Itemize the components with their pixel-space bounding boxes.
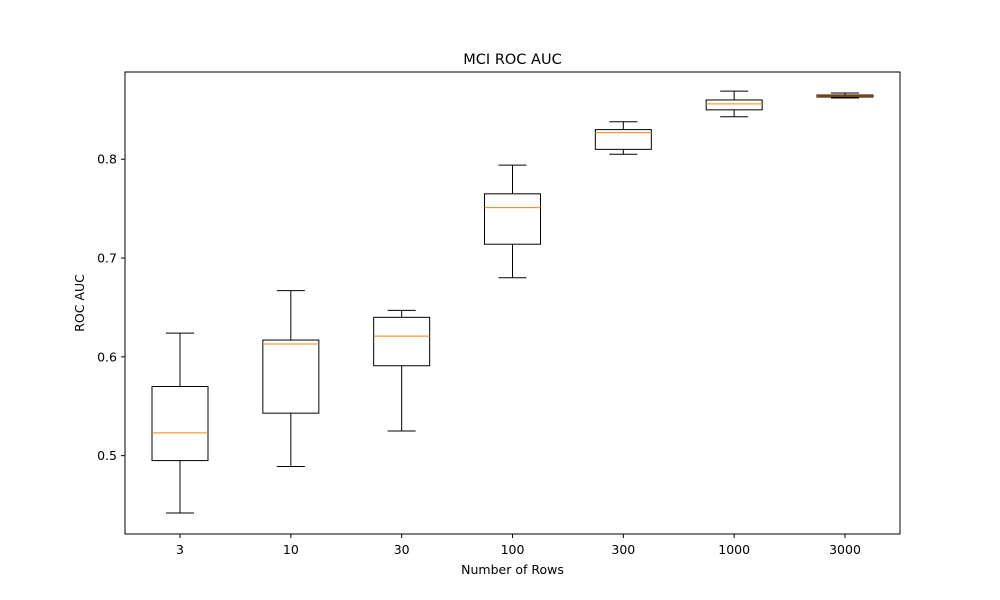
y-tick-label: 0.6 [97, 349, 117, 364]
chart-title: MCI ROC AUC [463, 52, 561, 68]
y-tick-label: 0.7 [97, 251, 117, 266]
x-tick-label: 300 [611, 542, 635, 557]
box-1000 [705, 90, 763, 118]
x-tick-label: 3 [176, 542, 184, 557]
box-10 [262, 290, 320, 468]
x-ticks: 3 10 30 100 300 1000 3000 [176, 534, 861, 557]
boxes-layer [151, 90, 874, 514]
box-iqr [594, 129, 652, 150]
plot-area-frame [124, 71, 901, 535]
y-axis-label: ROC AUC [72, 274, 87, 332]
box-30 [373, 309, 431, 432]
x-tick-label: 10 [283, 542, 299, 557]
y-ticks: 0.5 0.6 0.7 0.8 [97, 152, 125, 463]
box-3000 [816, 92, 874, 99]
box-iqr [484, 193, 541, 245]
box-iqr [373, 316, 431, 367]
box-100 [484, 164, 541, 279]
y-tick-label: 0.5 [97, 448, 117, 463]
box-3 [151, 332, 209, 514]
x-axis-label: Number of Rows [461, 562, 564, 577]
box-iqr [705, 99, 763, 111]
x-tick-label: 3000 [829, 542, 861, 557]
box-300 [594, 121, 652, 155]
x-tick-label: 100 [501, 542, 525, 557]
y-tick-label: 0.8 [97, 152, 117, 167]
x-tick-label: 30 [394, 542, 410, 557]
box-iqr [151, 385, 209, 462]
x-tick-label: 1000 [718, 542, 750, 557]
box-iqr [262, 339, 320, 414]
